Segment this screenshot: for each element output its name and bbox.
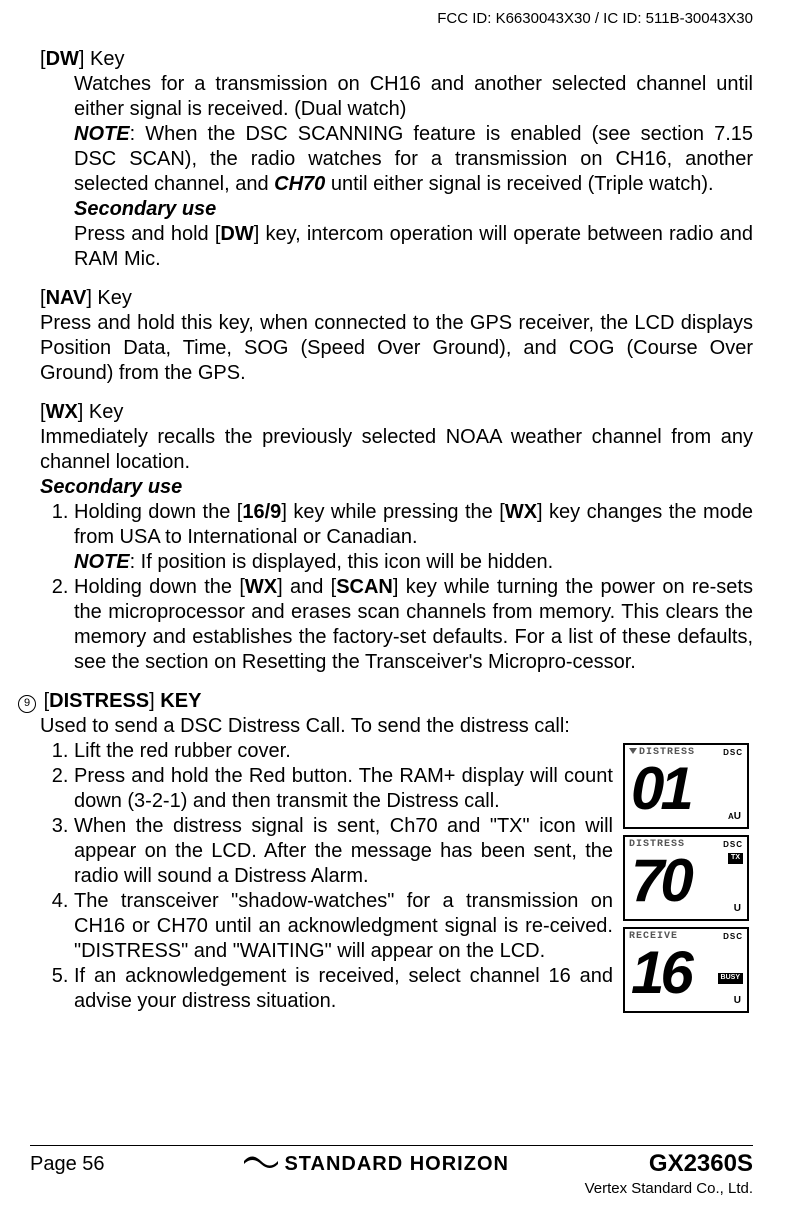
brand-logo-icon — [244, 1152, 278, 1176]
wx-p1: Immediately recalls the previously selec… — [40, 425, 753, 475]
nav-body: Press and hold this key, when connected … — [40, 311, 753, 386]
dw-body: Watches for a transmission on CH16 and a… — [74, 72, 753, 272]
wx-secondary: Secondary use — [40, 475, 753, 500]
dw-p1c: until either signal is received (Triple … — [325, 173, 713, 195]
vendor-name: Vertex Standard Co., Ltd. — [30, 1180, 753, 1197]
d-li4: The transceiver "shadow-watches" for a t… — [74, 889, 613, 964]
footer: Page 56 STANDARD HORIZON GX2360S Vertex … — [30, 1145, 753, 1197]
k: WX — [505, 501, 537, 523]
lcd-screen-1: DISTRESSDSC 01 AU — [623, 743, 749, 829]
model-number: GX2360S — [649, 1150, 753, 1178]
wx-li1: Holding down the [16/9] key while pressi… — [74, 500, 753, 575]
bracket-close: ] Key — [78, 401, 124, 423]
nav-title: [NAV] Key — [40, 286, 753, 311]
lcd-dsc: DSC — [723, 932, 743, 942]
lcd-big: 70 — [631, 851, 690, 911]
lcd-sub-u: U — [734, 811, 741, 822]
lcd-sub: AU — [728, 811, 741, 824]
page-number: Page 56 — [30, 1153, 105, 1176]
t: : If position is displayed, this icon wi… — [130, 551, 554, 573]
footer-row: Page 56 STANDARD HORIZON GX2360S — [30, 1150, 753, 1178]
distress-list: Lift the red rubber cover. Press and hol… — [40, 739, 613, 1014]
page: FCC ID: K6630043X30 / IC ID: 511B-30043X… — [0, 0, 793, 1215]
dw-section: [DW] Key Watches for a transmission on C… — [30, 47, 753, 272]
distress-title: 9 [DISTRESS] KEY — [18, 689, 753, 714]
bracket-close: ] Key — [86, 287, 132, 309]
bracket-close: ] — [149, 690, 160, 712]
nav-section: [NAV] Key Press and hold this key, when … — [30, 286, 753, 386]
wx-section: [WX] Key Immediately recalls the previou… — [30, 400, 753, 675]
key-word: KEY — [160, 690, 201, 712]
distress-text: Lift the red rubber cover. Press and hol… — [30, 739, 613, 1014]
d-li3: When the distress signal is sent, Ch70 a… — [74, 814, 613, 889]
triangle-icon — [629, 748, 637, 754]
distress-section: 9 [DISTRESS] KEY Used to send a DSC Dist… — [30, 689, 753, 1014]
wx-key: WX — [46, 401, 78, 423]
lcd-sub: U — [734, 995, 741, 1008]
d-li5: If an acknowledgement is received, selec… — [74, 964, 613, 1014]
tx-badge: TX — [728, 853, 743, 864]
note-label: NOTE — [74, 123, 130, 145]
wx-title: [WX] Key — [40, 400, 753, 425]
dw-p2a: Press and hold [ — [74, 223, 220, 245]
lcd-screen-2: DISTRESSDSC TX 70 U — [623, 835, 749, 921]
d-li2: Press and hold the Red button. The RAM+ … — [74, 764, 613, 814]
footer-divider — [30, 1145, 753, 1146]
dw-p2key: DW — [220, 223, 253, 245]
k: WX — [245, 576, 277, 598]
k: 16/9 — [242, 501, 281, 523]
circled-number: 9 — [18, 695, 36, 713]
brand-logo-text: STANDARD HORIZON — [244, 1152, 509, 1176]
note-label: NOTE — [74, 551, 130, 573]
lcd-dsc: DSC — [723, 748, 743, 758]
lcd-sub: U — [734, 903, 741, 916]
busy-badge: BUSY — [718, 973, 743, 984]
lcd-dsc: DSC — [723, 840, 743, 850]
nav-key: NAV — [46, 287, 87, 309]
bracket-close: ] Key — [79, 48, 125, 70]
distress-key: DISTRESS — [49, 690, 149, 712]
k: SCAN — [336, 576, 393, 598]
wx-list: Holding down the [16/9] key while pressi… — [40, 500, 753, 675]
t: ] and [ — [277, 576, 336, 598]
lcd-big: 01 — [631, 759, 690, 819]
lcd-screen-3: RECEIVEDSC BUSY 16 U — [623, 927, 749, 1013]
t: ] key while pressing the [ — [281, 501, 505, 523]
distress-intro: Used to send a DSC Distress Call. To sen… — [40, 714, 753, 739]
lcd-stack: DISTRESSDSC 01 AU DISTRESSDSC TX 70 U RE… — [623, 743, 753, 1013]
distress-row: Lift the red rubber cover. Press and hol… — [30, 739, 753, 1014]
dw-title: [DW] Key — [40, 47, 753, 72]
content: [DW] Key Watches for a transmission on C… — [30, 47, 753, 1014]
dw-p1a: Watches for a transmission on CH16 and a… — [74, 73, 753, 120]
header-fcc-id: FCC ID: K6630043X30 / IC ID: 511B-30043X… — [30, 10, 753, 27]
t: Holding down the [ — [74, 576, 245, 598]
ch70: CH70 — [274, 173, 325, 195]
wx-li2: Holding down the [WX] and [SCAN] key whi… — [74, 575, 753, 675]
t: Holding down the [ — [74, 501, 242, 523]
d-li1: Lift the red rubber cover. — [74, 739, 613, 764]
lcd-big: 16 — [631, 943, 690, 1003]
secondary-use: Secondary use — [74, 198, 216, 220]
dw-key: DW — [46, 48, 79, 70]
brand-text: STANDARD HORIZON — [284, 1153, 509, 1176]
